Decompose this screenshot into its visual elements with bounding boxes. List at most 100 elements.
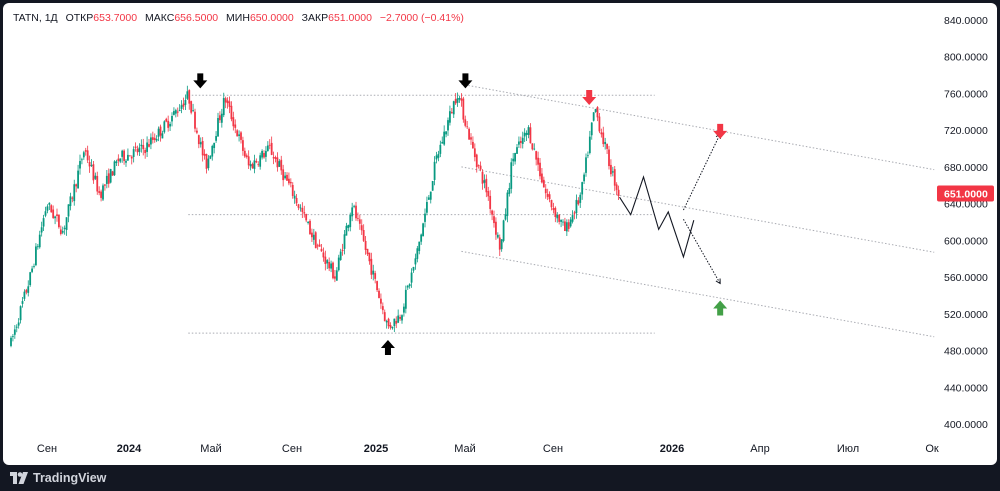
time-tick-label: Сен	[37, 443, 57, 455]
arrow-markers	[193, 73, 728, 355]
candle-body	[247, 156, 250, 166]
candle-body	[567, 222, 570, 229]
candle-body	[127, 154, 129, 161]
candle-body	[362, 230, 365, 241]
candle-body	[320, 248, 323, 252]
candle-body	[56, 214, 58, 216]
candle-body	[173, 111, 175, 115]
candle-body	[134, 146, 137, 148]
candle-body	[188, 90, 191, 104]
horizontal-levels	[188, 94, 655, 334]
candle-body	[347, 225, 350, 228]
candle-body	[17, 322, 20, 326]
candle-body	[151, 137, 154, 140]
candle-body	[69, 196, 72, 207]
candle-body	[138, 147, 141, 152]
candle-body	[435, 155, 438, 160]
candle-body	[205, 154, 208, 169]
candle-body	[86, 150, 89, 161]
candle-body	[406, 285, 409, 288]
candle-body	[176, 111, 179, 113]
tradingview-wordmark: TradingView	[33, 471, 107, 485]
candle-body	[521, 137, 524, 144]
candle-body	[31, 268, 33, 272]
candle-body	[140, 144, 143, 147]
candle-body	[397, 315, 400, 323]
candle-body	[353, 205, 355, 207]
candle-body	[82, 152, 85, 158]
candle-body	[184, 100, 187, 105]
tradingview-logo[interactable]: TradingView	[10, 471, 106, 485]
candle-body	[556, 214, 559, 219]
price-tick-label: 560.0000	[944, 272, 988, 284]
candle-body	[146, 142, 148, 152]
candle-body	[600, 132, 603, 135]
last-price-label: 651.0000	[944, 189, 988, 201]
close-value: 651.0000	[328, 12, 372, 24]
candle-body	[594, 109, 597, 112]
candle-body	[426, 202, 428, 213]
candle-body	[249, 164, 252, 167]
candle-body	[408, 284, 411, 287]
candle-body	[130, 156, 133, 159]
channel-line	[461, 83, 935, 171]
candle-body	[399, 316, 401, 319]
candle-body	[105, 175, 108, 184]
candle-body	[479, 165, 482, 170]
candle-body	[119, 158, 122, 162]
candle-body	[429, 191, 432, 200]
candle-body	[98, 191, 101, 193]
candle-body	[489, 195, 492, 209]
candle-body	[190, 101, 193, 113]
candle-body	[284, 175, 286, 179]
candle-body	[462, 98, 465, 120]
candle-body	[44, 211, 47, 216]
close-label: ЗАКР	[301, 12, 329, 24]
candle-body	[209, 155, 212, 159]
candle-body	[27, 286, 30, 293]
chart-frame: Сен 2024 Май Сен 2025 Май Сен 2026 Апр Июл Ок 840.…	[3, 3, 997, 465]
candle-body	[587, 155, 589, 157]
high-value: 656.5000	[174, 12, 219, 24]
candle-body	[483, 180, 486, 183]
candle-body	[100, 191, 102, 198]
price-tick-label: 800.0000	[944, 52, 988, 64]
candle-body	[276, 157, 279, 168]
candle-body	[387, 318, 390, 327]
candle-body	[301, 207, 304, 212]
candle-body	[38, 234, 41, 248]
candle-body	[433, 161, 436, 180]
candle-body	[393, 318, 396, 327]
candle-body	[226, 100, 229, 104]
candle-body	[523, 132, 526, 137]
channel-line	[461, 250, 935, 338]
candle-body	[59, 229, 62, 235]
candle-body	[128, 155, 131, 157]
candle-body	[447, 120, 449, 131]
price-chart[interactable]: Сен 2024 Май Сен 2025 Май Сен 2026 Апр Июл Ок 840.…	[3, 3, 997, 465]
last-price-badge	[937, 185, 994, 202]
candle-body	[242, 140, 244, 151]
candle-body	[228, 101, 231, 107]
candle-body	[84, 150, 87, 152]
time-tick-label: Июл	[837, 443, 859, 455]
candle-body	[236, 130, 239, 137]
candle-body	[243, 150, 246, 157]
candle-body	[213, 142, 216, 149]
candle-body	[596, 107, 599, 118]
candle-body	[92, 164, 95, 181]
candle-body	[316, 245, 319, 247]
time-tick-label: Ок	[925, 443, 939, 455]
candle-body	[113, 161, 116, 176]
candle-body	[380, 298, 382, 304]
candle-body	[466, 126, 469, 128]
candle-body	[571, 215, 574, 222]
price-tick-label: 680.0000	[944, 162, 988, 174]
candle-body	[46, 206, 49, 211]
symbol-header: TATN, 1Д ОТКР653.7000 МАКС656.5000 МИН65…	[13, 12, 464, 24]
candle-body	[564, 221, 566, 232]
candle-body	[215, 136, 217, 141]
candle-body	[180, 105, 183, 109]
candle-body	[575, 199, 578, 214]
candle-body	[504, 214, 507, 220]
